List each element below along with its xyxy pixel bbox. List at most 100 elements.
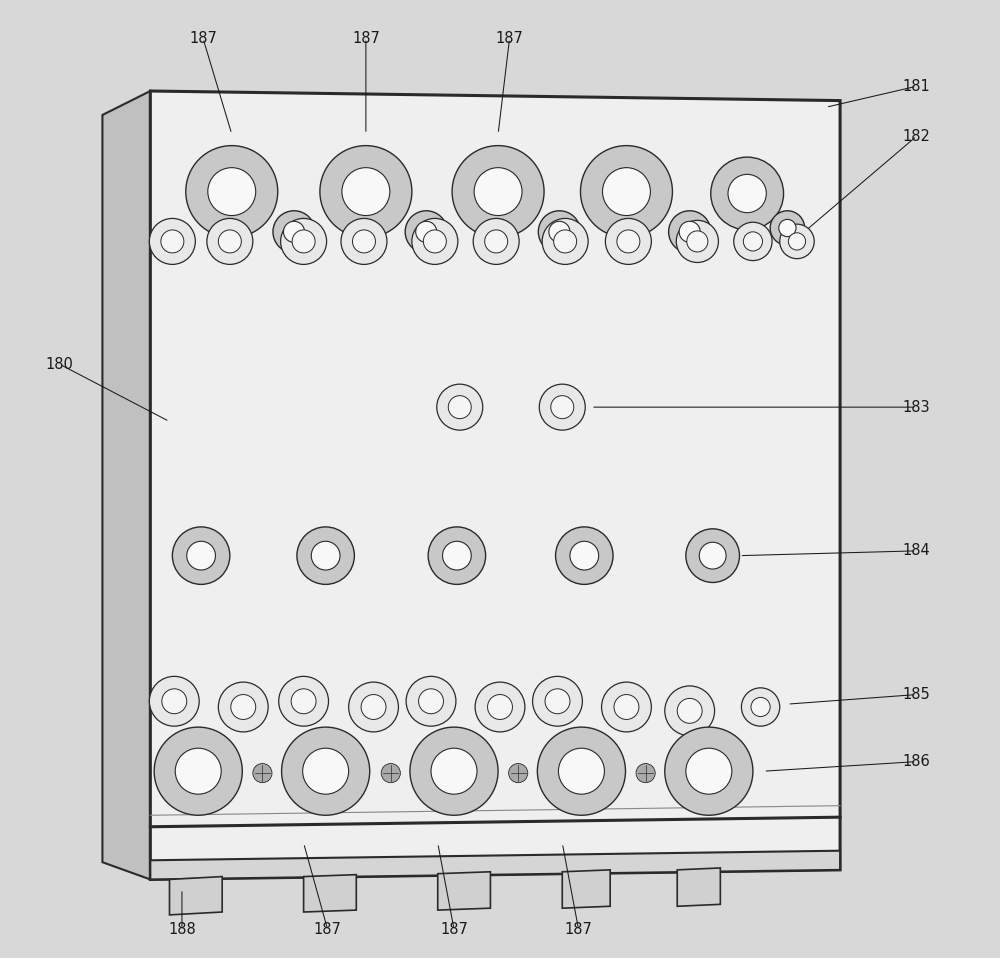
Circle shape (410, 727, 498, 815)
Circle shape (509, 764, 528, 783)
Circle shape (665, 727, 753, 815)
Text: 187: 187 (440, 922, 468, 937)
Circle shape (231, 695, 256, 719)
Circle shape (341, 218, 387, 264)
Circle shape (207, 218, 253, 264)
Circle shape (218, 682, 268, 732)
Circle shape (533, 676, 582, 726)
Circle shape (679, 221, 700, 242)
Text: 186: 186 (903, 754, 931, 769)
Circle shape (614, 695, 639, 719)
Circle shape (423, 230, 446, 253)
Circle shape (162, 689, 187, 714)
Circle shape (342, 168, 390, 216)
Circle shape (602, 682, 651, 732)
Text: 187: 187 (189, 31, 217, 46)
Circle shape (539, 384, 585, 430)
Circle shape (361, 695, 386, 719)
Circle shape (218, 230, 241, 253)
Circle shape (292, 230, 315, 253)
Circle shape (743, 232, 762, 251)
Circle shape (473, 218, 519, 264)
Text: 187: 187 (352, 31, 380, 46)
Circle shape (448, 396, 471, 419)
Circle shape (538, 211, 580, 253)
Circle shape (291, 689, 316, 714)
Circle shape (279, 676, 329, 726)
Circle shape (474, 168, 522, 216)
Circle shape (273, 211, 315, 253)
Text: 185: 185 (903, 687, 931, 702)
Circle shape (149, 676, 199, 726)
Circle shape (443, 541, 471, 570)
Circle shape (558, 748, 604, 794)
Circle shape (636, 764, 655, 783)
Circle shape (349, 682, 398, 732)
Circle shape (779, 219, 796, 237)
Circle shape (452, 146, 544, 238)
Circle shape (665, 686, 715, 736)
Circle shape (428, 527, 486, 584)
Circle shape (617, 230, 640, 253)
Text: 180: 180 (45, 356, 73, 372)
Circle shape (542, 218, 588, 264)
Circle shape (734, 222, 772, 261)
Circle shape (311, 541, 340, 570)
Polygon shape (677, 868, 720, 906)
Circle shape (788, 233, 806, 250)
Circle shape (475, 682, 525, 732)
Circle shape (352, 230, 375, 253)
Circle shape (699, 542, 726, 569)
Circle shape (488, 695, 512, 719)
Polygon shape (562, 870, 610, 908)
Circle shape (405, 211, 447, 253)
Circle shape (381, 764, 400, 783)
Circle shape (676, 220, 718, 262)
Text: 183: 183 (903, 399, 931, 415)
Circle shape (780, 224, 814, 259)
Circle shape (556, 527, 613, 584)
Circle shape (711, 157, 784, 230)
Circle shape (172, 527, 230, 584)
Circle shape (545, 689, 570, 714)
Circle shape (669, 211, 711, 253)
Text: 187: 187 (496, 31, 524, 46)
Circle shape (297, 527, 354, 584)
Circle shape (485, 230, 508, 253)
Circle shape (686, 748, 732, 794)
Circle shape (580, 146, 672, 238)
Circle shape (175, 748, 221, 794)
Circle shape (283, 221, 305, 242)
Polygon shape (169, 877, 222, 915)
Circle shape (253, 764, 272, 783)
Polygon shape (150, 91, 840, 879)
Circle shape (603, 168, 650, 216)
Circle shape (187, 541, 215, 570)
Circle shape (605, 218, 651, 264)
Circle shape (282, 727, 370, 815)
Text: 181: 181 (903, 79, 931, 94)
Circle shape (149, 218, 195, 264)
Circle shape (419, 689, 443, 714)
Circle shape (208, 168, 256, 216)
Circle shape (751, 697, 770, 717)
Circle shape (281, 218, 327, 264)
Circle shape (741, 688, 780, 726)
Circle shape (303, 748, 349, 794)
Circle shape (406, 676, 456, 726)
Circle shape (161, 230, 184, 253)
Circle shape (677, 698, 702, 723)
Circle shape (549, 221, 570, 242)
Circle shape (770, 211, 805, 245)
Circle shape (412, 218, 458, 264)
Circle shape (537, 727, 625, 815)
Text: 187: 187 (314, 922, 341, 937)
Text: 188: 188 (168, 922, 196, 937)
Text: 182: 182 (903, 128, 931, 144)
Circle shape (551, 396, 574, 419)
Polygon shape (438, 872, 490, 910)
Circle shape (554, 230, 577, 253)
Circle shape (437, 384, 483, 430)
Polygon shape (304, 875, 356, 912)
Circle shape (186, 146, 278, 238)
